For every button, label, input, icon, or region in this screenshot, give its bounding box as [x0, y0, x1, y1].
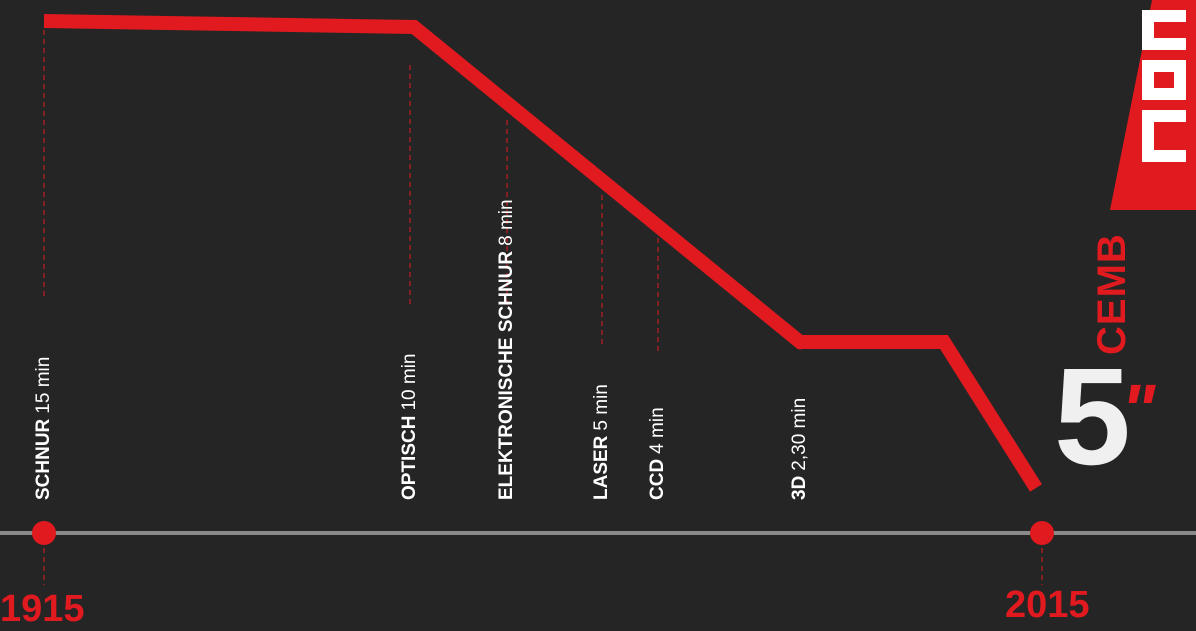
end-year-label: 2015 — [1005, 584, 1090, 626]
milestone-method: ELEKTRONISCHE SCHNUR — [496, 250, 517, 500]
milestone-method: OPTISCH — [399, 415, 420, 500]
milestone-time: 8 min — [496, 199, 517, 246]
milestone-time: 4 min — [647, 407, 668, 454]
milestone-label: LASER 5 min — [591, 384, 612, 500]
milestone-label: OPTISCH 10 min — [399, 353, 420, 500]
headline-number: 5 — [1054, 340, 1131, 494]
axis-endpoints — [32, 521, 1054, 585]
milestone-label: SCHNUR 15 min — [33, 356, 54, 500]
milestone-guides — [43, 30, 801, 352]
milestone-method: 3D — [789, 475, 810, 500]
milestone-method: CCD — [647, 458, 668, 500]
milestone-label: ELEKTRONISCHE SCHNUR 8 min — [496, 199, 517, 500]
milestone-time: 2,30 min — [789, 397, 810, 471]
arg-logo — [1110, 0, 1196, 210]
milestone-time: 5 min — [591, 384, 612, 431]
start-year-dot — [32, 521, 56, 545]
milestone-time: 10 min — [399, 353, 420, 411]
headline-unit-mark: " — [1121, 371, 1156, 451]
end-year-dot — [1030, 521, 1054, 545]
start-year-label: 1915 — [0, 588, 85, 630]
duration-trend-line — [43, 14, 1042, 492]
milestone-method: SCHNUR — [33, 418, 54, 500]
milestone-method: LASER — [591, 435, 612, 500]
cemb-brand-text: CEMB — [1090, 233, 1134, 355]
milestone-label: 3D 2,30 min — [789, 397, 810, 500]
milestone-time: 15 min — [33, 356, 54, 414]
milestone-label: CCD 4 min — [647, 407, 668, 500]
